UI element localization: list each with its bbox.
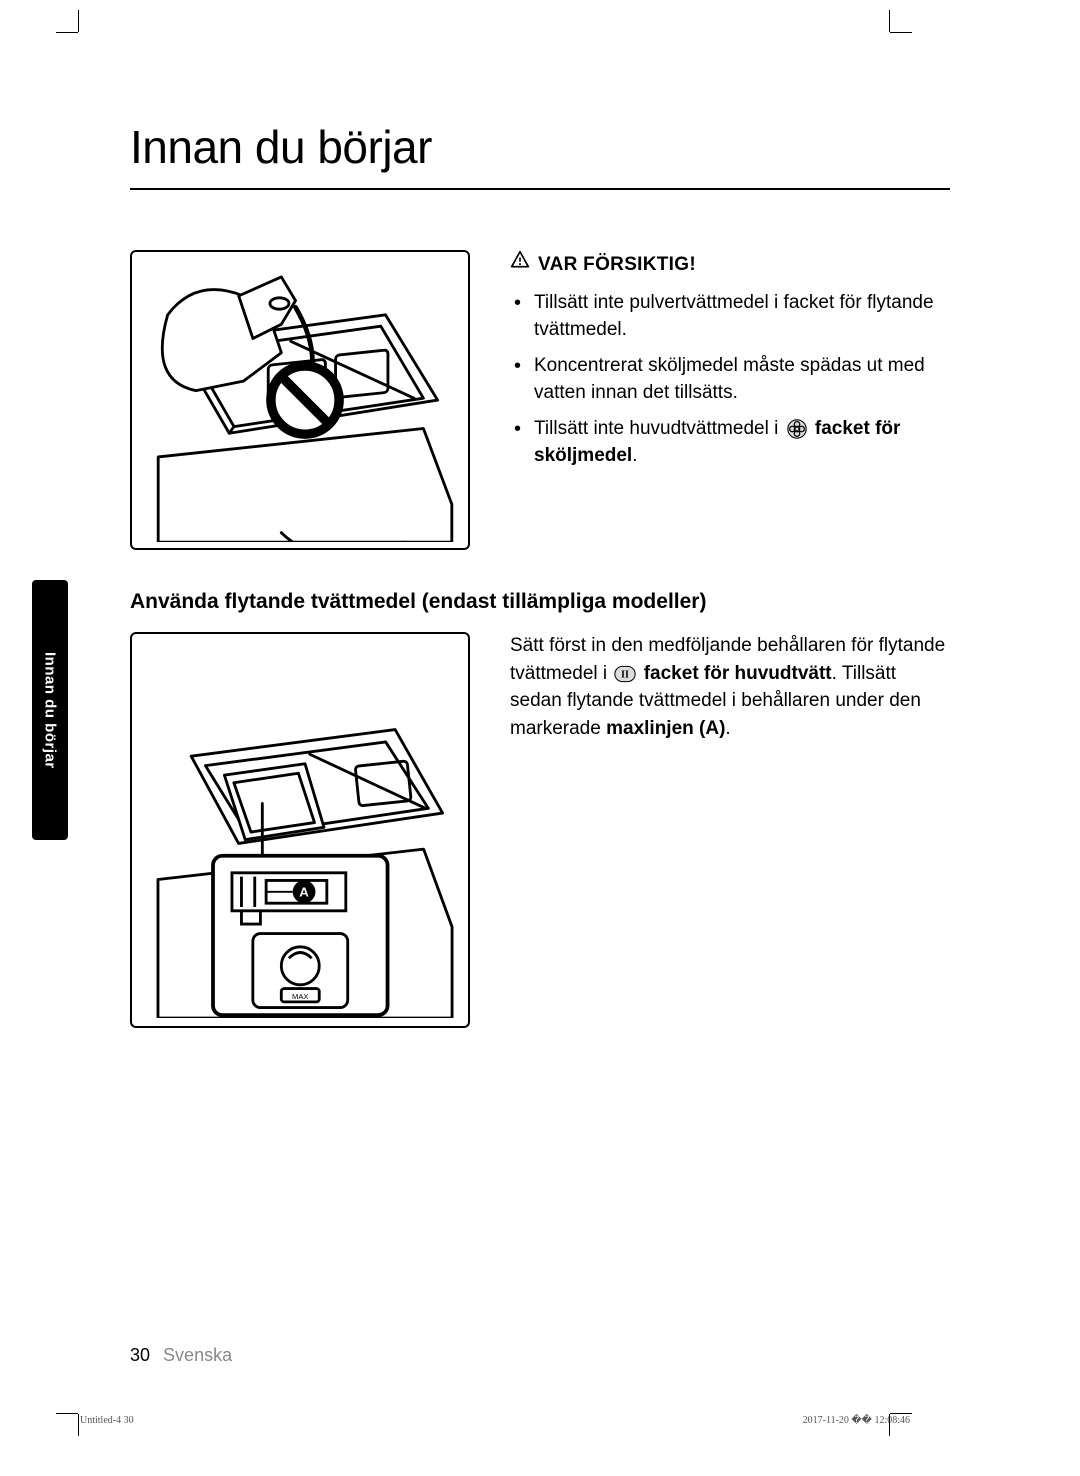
print-metadata: Untitled-4 30 2017-11-20 �� 12:08:46 [80, 1415, 910, 1426]
figure-liquid-container: A MAX [130, 632, 470, 1028]
page-title: Innan du börjar [130, 120, 950, 174]
text: Tillsätt inte huvudtvättmedel i [534, 418, 784, 439]
figure-max-label: MAX [292, 992, 308, 1001]
figure-drawer-prohibited [130, 250, 470, 550]
paragraph: Sätt först in den medföljande behållaren… [510, 632, 950, 742]
caution-label: VAR FÖRSIKTIG! [538, 251, 696, 279]
svg-text:II: II [621, 669, 629, 680]
crop-mark [890, 1413, 912, 1414]
text-bold: facket för huvudtvätt [644, 663, 832, 684]
list-item: Tillsätt inte huvudtvättmedel i facket f… [510, 415, 950, 470]
text: . [632, 445, 637, 466]
caution-heading: VAR FÖRSIKTIG! [510, 250, 950, 279]
caution-list: Tillsätt inte pulvertvättmedel i facket … [510, 289, 950, 470]
section-side-tab-label: Innan du börjar [42, 652, 59, 769]
figure-label-a: A [299, 884, 309, 899]
section-side-tab: Innan du börjar [32, 580, 68, 840]
page: Innan du börjar Innan du börjar [0, 0, 1080, 1476]
caution-text: VAR FÖRSIKTIG! Tillsätt inte pulvertvätt… [510, 250, 950, 550]
section-liquid-detergent: A MAX Sätt först in den medföljande behå… [130, 632, 950, 1028]
text-bold: maxlinjen (A) [606, 718, 725, 739]
print-file-label: Untitled-4 30 [80, 1415, 134, 1426]
crop-mark [56, 32, 78, 33]
text: . [725, 718, 730, 739]
list-item: Koncentrerat sköljmedel måste spädas ut … [510, 352, 950, 407]
title-rule [130, 188, 950, 190]
main-wash-compartment-icon: II [614, 663, 636, 685]
liquid-detergent-text: Sätt först in den medföljande behållaren… [510, 632, 950, 1028]
subheading: Använda flytande tvättmedel (endast till… [130, 590, 950, 614]
page-number: 30 [130, 1345, 150, 1365]
crop-mark [56, 1413, 78, 1414]
print-timestamp: 2017-11-20 �� 12:08:46 [803, 1415, 910, 1426]
warning-triangle-icon [510, 250, 530, 279]
crop-mark [889, 10, 890, 32]
page-footer: 30 Svenska [130, 1345, 232, 1366]
crop-mark [78, 10, 79, 32]
section-caution: VAR FÖRSIKTIG! Tillsätt inte pulvertvätt… [130, 250, 950, 550]
softener-compartment-icon [786, 418, 808, 440]
list-item: Tillsätt inte pulvertvättmedel i facket … [510, 289, 950, 344]
page-language: Svenska [163, 1345, 232, 1365]
crop-mark [78, 1414, 79, 1436]
crop-mark [890, 32, 912, 33]
